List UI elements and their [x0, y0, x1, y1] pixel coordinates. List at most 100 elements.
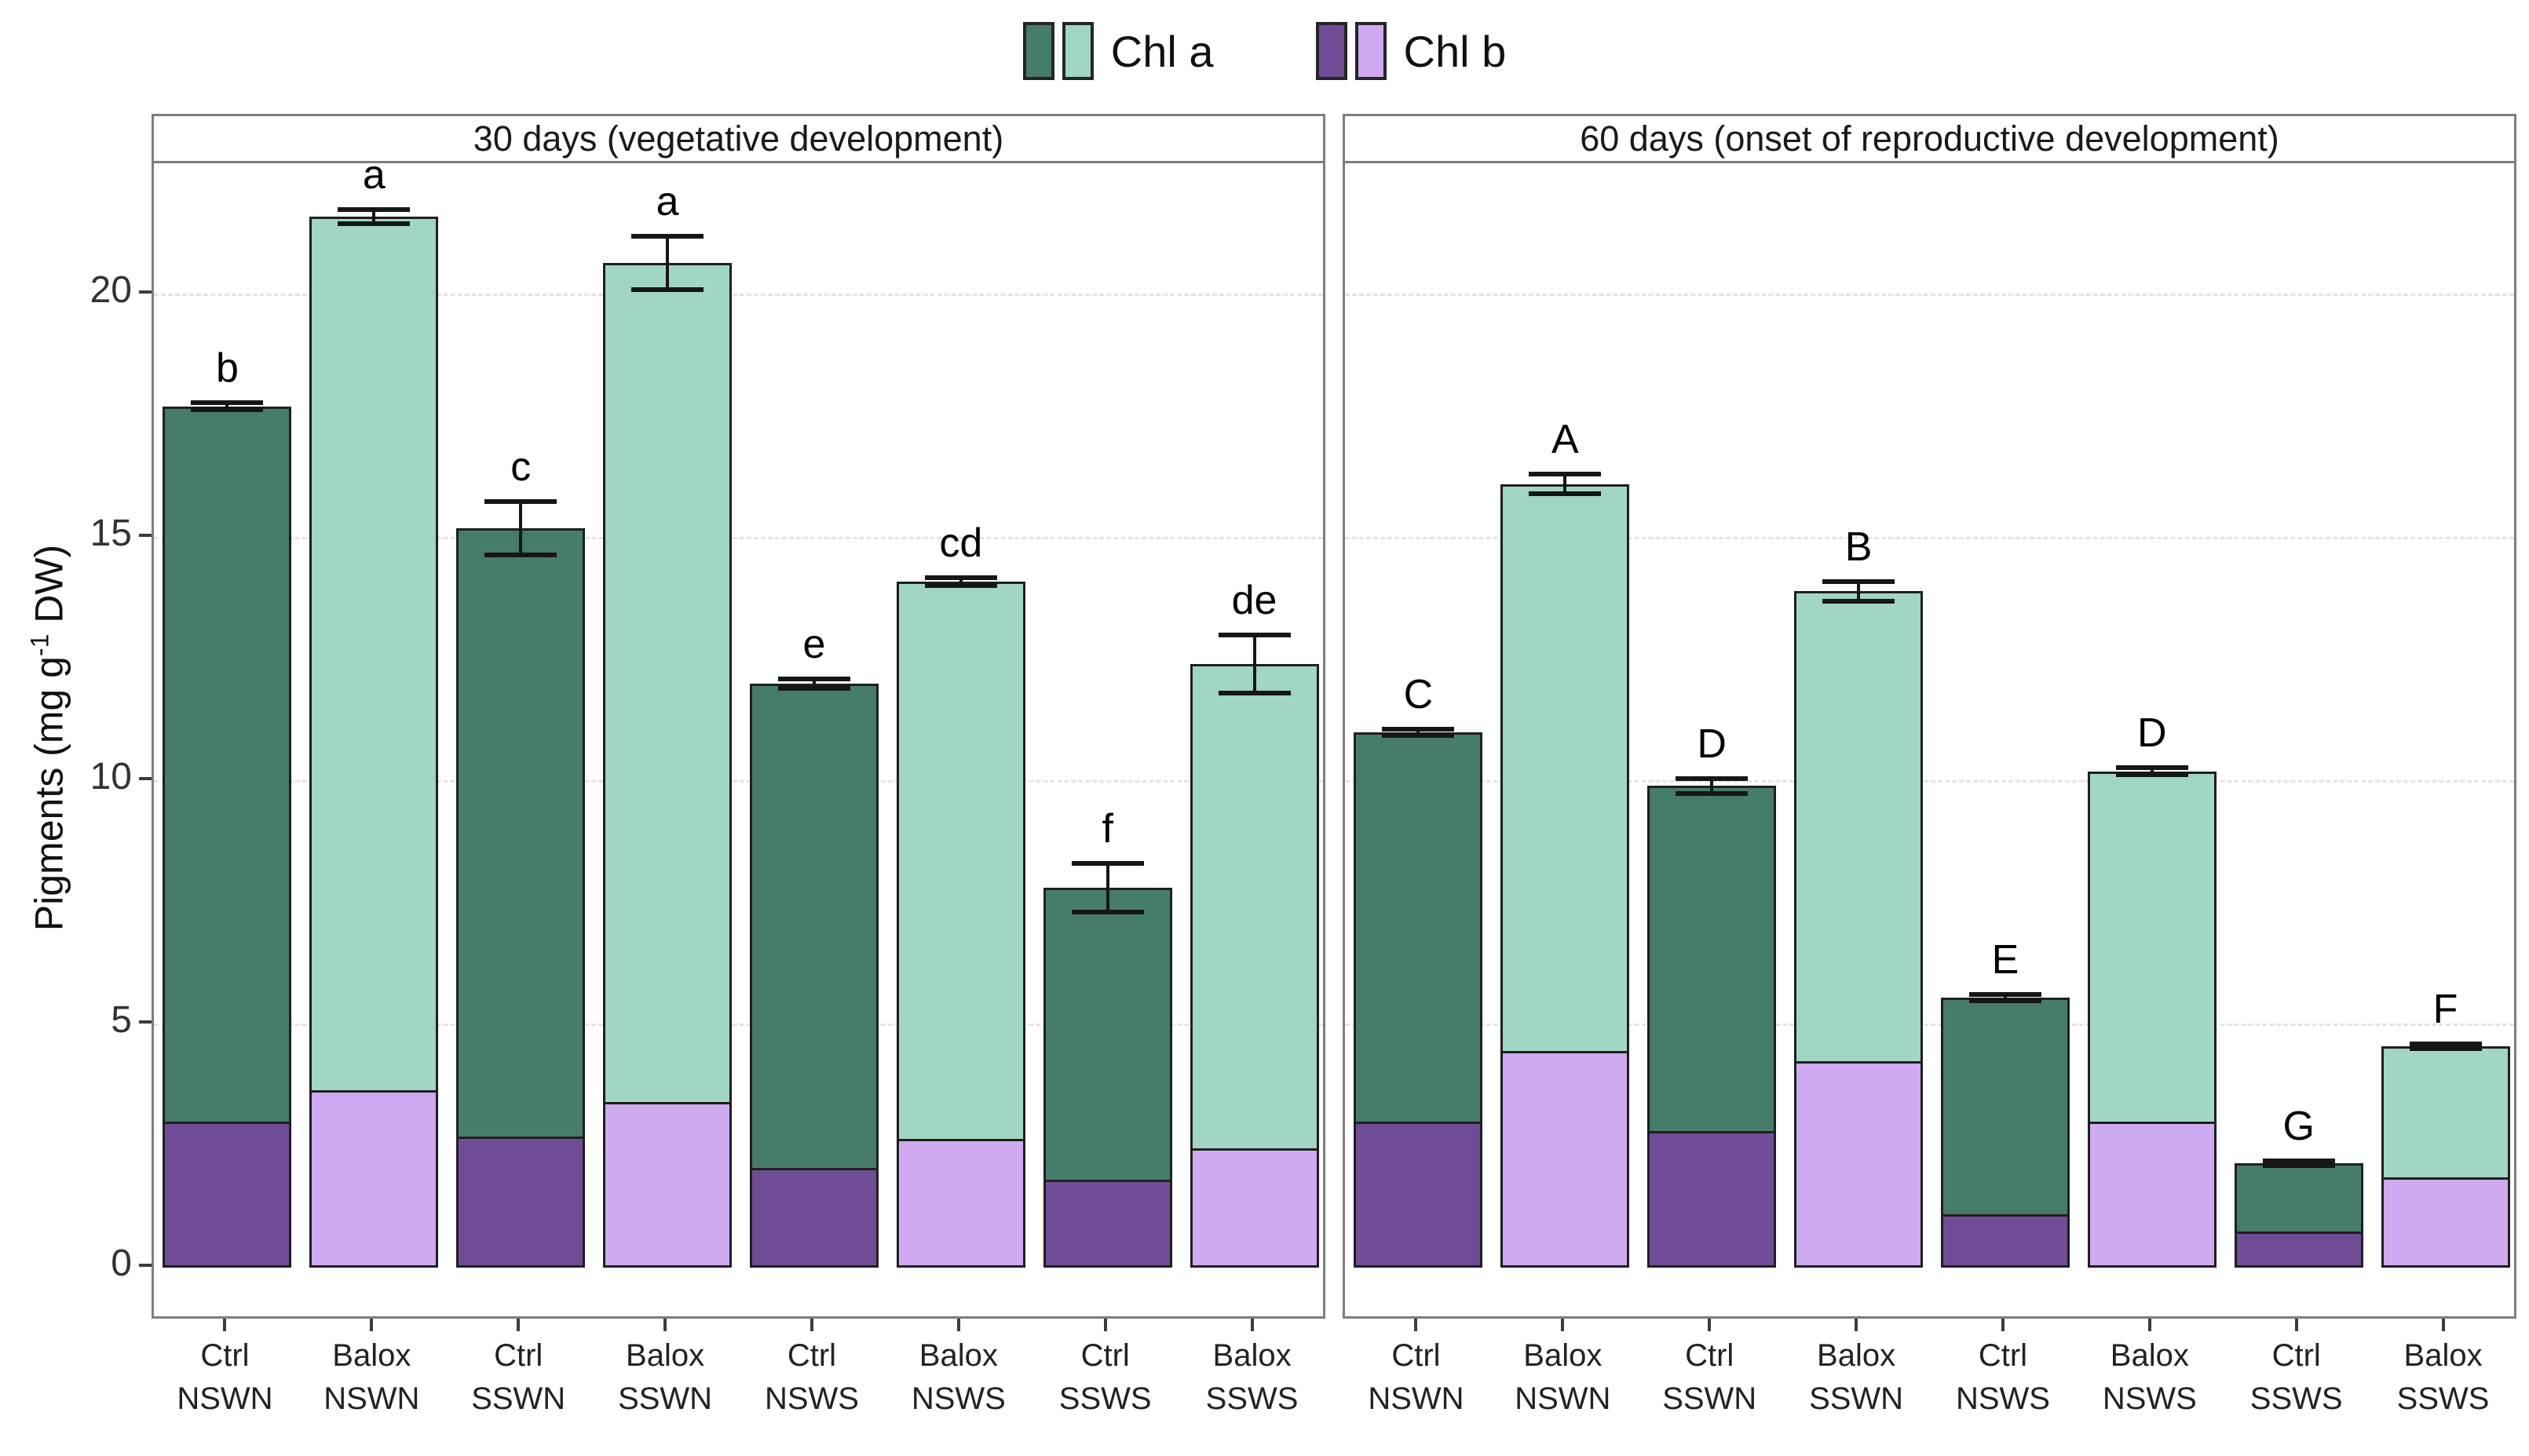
y-tick-mark	[139, 777, 152, 780]
x-tick-mark-balox-ssws	[1250, 1319, 1254, 1331]
chl-a-ctrl-swatch-icon	[1022, 22, 1054, 80]
y-tick-label: 20	[90, 269, 132, 311]
legend-label-chl-b: Chl b	[1403, 26, 1507, 76]
error-bar-balox-sswn	[666, 235, 670, 290]
significance-letter-ctrl-nswn: b	[215, 345, 239, 392]
bar-ctrl-ssws-chl-b-segment	[2234, 1231, 2363, 1268]
x-tick-mark-ctrl-nswn	[223, 1319, 227, 1331]
x-tick-label-group: Ctrl	[1391, 1338, 1441, 1373]
x-tick-label-group: Balox	[919, 1338, 998, 1373]
error-bar-cap-ctrl-nsws	[1968, 992, 2041, 998]
x-tick-label-condition: NSWS	[1955, 1381, 2050, 1416]
error-bar-cap-balox-sswn	[631, 233, 704, 239]
error-bar-cap-balox-nsws	[924, 582, 997, 588]
x-tick-label-condition: NSWN	[323, 1381, 420, 1416]
bar-balox-ssws-chl-b-segment	[1190, 1148, 1319, 1268]
x-tick-label-condition: NSWS	[2102, 1381, 2197, 1416]
legend: Chl a Chl b	[0, 22, 2529, 80]
x-tick-label-condition: SSWS	[1205, 1381, 1299, 1416]
gridline	[154, 537, 1323, 539]
x-tick-label-ctrl-sswn: Ctrl SSWN	[445, 1334, 592, 1421]
error-bar-balox-nsws	[2150, 768, 2154, 775]
error-bar-cap-balox-sswn	[631, 286, 704, 292]
error-bar-balox-ssws	[1252, 635, 1256, 694]
x-tick-label-ctrl-nsws: Ctrl NSWS	[1930, 1334, 2077, 1421]
x-tick-label-group: Balox	[2403, 1338, 2483, 1373]
chl-b-ctrl-swatch-icon	[1315, 22, 1347, 80]
gridline	[154, 780, 1323, 783]
bar-balox-ssws-chl-b-segment	[2381, 1177, 2510, 1268]
panel-title: 30 days (vegetative development)	[154, 116, 1323, 163]
x-tick-label-balox-nswn: Balox NSWN	[1489, 1334, 1636, 1421]
x-tick-mark-balox-nsws	[956, 1319, 960, 1331]
x-tick-mark-balox-sswn	[1855, 1319, 1858, 1331]
x-tick-mark-ctrl-sswn	[517, 1319, 521, 1331]
significance-letter-balox-sswn: B	[1844, 524, 1873, 570]
error-bar-balox-ssws	[2443, 1043, 2447, 1049]
error-bar-cap-ctrl-sswn	[1676, 775, 1749, 781]
significance-letter-ctrl-ssws: f	[1102, 806, 1113, 852]
error-bar-cap-ctrl-sswn	[1676, 790, 1749, 796]
x-tick-mark-balox-nswn	[1561, 1319, 1565, 1331]
y-axis-title-superscript: -1	[25, 633, 54, 657]
y-axis-title-suffix: DW)	[27, 544, 71, 634]
significance-letter-balox-nswn: A	[1551, 417, 1579, 463]
bar-balox-nswn-chl-a-segment	[309, 216, 439, 1093]
error-bar-cap-ctrl-sswn	[484, 498, 557, 504]
significance-letter-ctrl-nswn: C	[1403, 672, 1434, 718]
error-bar-balox-nswn	[1563, 474, 1567, 494]
x-tick-label-group: Ctrl	[1685, 1338, 1734, 1373]
error-bar-cap-balox-nswn	[1529, 491, 1602, 497]
error-bar-cap-balox-sswn	[1822, 598, 1895, 604]
bar-balox-sswn-chl-b-segment	[603, 1102, 733, 1268]
error-bar-ctrl-ssws	[2297, 1160, 2301, 1166]
legend-item-chl-b: Chl b	[1315, 22, 1507, 80]
error-bar-cap-balox-nswn	[338, 221, 411, 227]
error-bar-ctrl-sswn	[519, 501, 523, 555]
bar-ctrl-nsws-chl-a-segment	[749, 684, 879, 1170]
gridline	[1345, 1024, 2514, 1026]
x-tick-label-condition: NSWN	[1368, 1381, 1464, 1416]
x-tick-label-balox-sswn: Balox SSWN	[592, 1334, 739, 1421]
bar-ctrl-sswn-chl-b-segment	[1647, 1131, 1777, 1268]
x-tick-label-balox-nswn: Balox NSWN	[298, 1334, 445, 1421]
y-tick-label: 5	[111, 999, 132, 1041]
legend-item-chl-a: Chl a	[1022, 22, 1214, 80]
bar-ctrl-ssws-chl-b-segment	[1043, 1180, 1172, 1268]
error-bar-cap-balox-sswn	[1822, 578, 1895, 584]
x-tick-mark-ctrl-ssws	[1103, 1319, 1107, 1331]
x-tick-label-balox-nsws: Balox NSWS	[885, 1334, 1032, 1421]
bar-ctrl-sswn-chl-a-segment	[456, 527, 586, 1139]
gridline	[1345, 294, 2514, 296]
chl-a-balox-swatch-icon	[1062, 22, 1094, 80]
error-bar-cap-balox-ssws	[1218, 691, 1291, 696]
x-tick-label-balox-ssws: Balox SSWS	[1179, 1334, 1325, 1421]
error-bar-balox-nswn	[372, 209, 376, 224]
error-bar-ctrl-nsws	[812, 678, 816, 689]
bar-balox-nsws-chl-b-segment	[896, 1138, 1025, 1268]
x-tick-label-group: Ctrl	[1978, 1338, 2028, 1373]
x-tick-label-group: Ctrl	[1080, 1338, 1130, 1373]
x-tick-label-group: Balox	[1523, 1338, 1603, 1373]
x-tick-label-group: Balox	[626, 1338, 705, 1373]
significance-letter-balox-ssws: de	[1231, 578, 1277, 623]
significance-letter-balox-nsws: cd	[939, 520, 983, 566]
bar-ctrl-nsws-chl-b-segment	[749, 1167, 879, 1268]
x-tick-mark-ctrl-nswn	[1414, 1319, 1418, 1331]
bar-ctrl-ssws-chl-a-segment	[2234, 1162, 2363, 1234]
legend-label-chl-a: Chl a	[1110, 26, 1214, 76]
significance-letter-balox-ssws: F	[2432, 986, 2458, 1032]
error-bar-cap-balox-nswn	[1529, 472, 1602, 477]
gridline	[154, 294, 1323, 296]
bar-ctrl-nsws-chl-b-segment	[1940, 1213, 2070, 1268]
x-tick-mark-ctrl-nsws	[809, 1319, 813, 1331]
bar-balox-ssws-chl-a-segment	[2381, 1045, 2510, 1180]
x-tick-mark-balox-ssws	[2441, 1319, 2445, 1331]
bar-ctrl-nswn-chl-a-segment	[1354, 732, 1483, 1124]
plot-area: C A D B E D G F	[1345, 163, 2514, 1316]
error-bar-cap-ctrl-nsws	[777, 686, 850, 692]
error-bar-ctrl-sswn	[1710, 778, 1714, 794]
legend-swatch-pair-chl-b	[1315, 22, 1387, 80]
error-bar-ctrl-nswn	[225, 403, 229, 410]
significance-letter-ctrl-nsws: E	[1991, 937, 2019, 983]
